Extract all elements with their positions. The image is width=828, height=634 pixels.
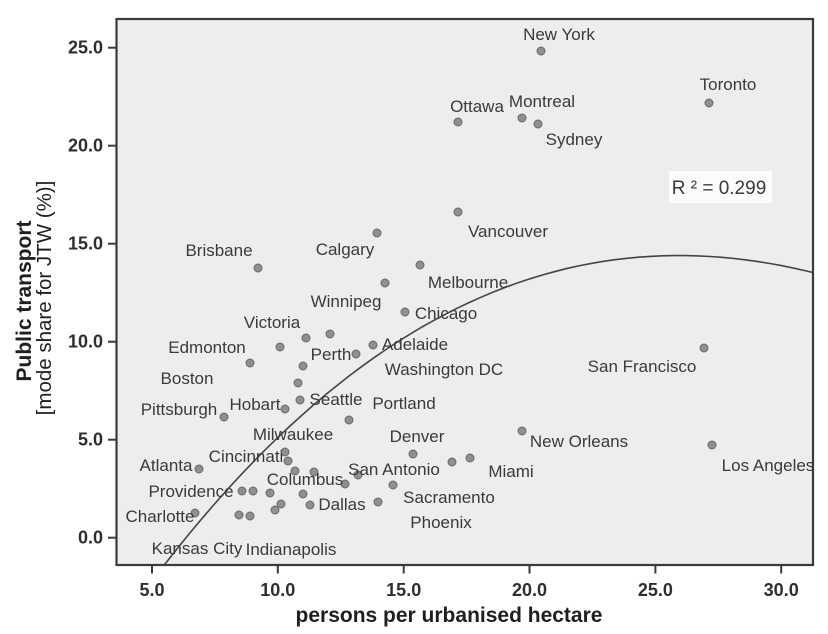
- svg-text:Cincinnati: Cincinnati: [209, 447, 284, 466]
- svg-text:[mode share for JTW (%)]: [mode share for JTW (%)]: [33, 181, 56, 416]
- svg-text:Phoenix: Phoenix: [410, 513, 472, 532]
- svg-text:New Orleans: New Orleans: [530, 432, 628, 451]
- svg-text:5.0: 5.0: [78, 430, 103, 450]
- svg-text:Sydney: Sydney: [546, 130, 603, 149]
- svg-text:Charlotte: Charlotte: [126, 507, 195, 526]
- svg-text:R ² = 0.299: R ² = 0.299: [672, 178, 767, 199]
- svg-text:Edmonton: Edmonton: [168, 338, 246, 357]
- svg-text:Columbus: Columbus: [267, 470, 344, 489]
- svg-text:Hobart: Hobart: [229, 395, 280, 414]
- svg-text:Portland: Portland: [372, 394, 435, 413]
- svg-text:Providence: Providence: [148, 482, 233, 501]
- svg-text:Indianapolis: Indianapolis: [246, 540, 337, 559]
- svg-text:20.0: 20.0: [68, 136, 103, 156]
- svg-text:Adelaide: Adelaide: [382, 335, 448, 354]
- svg-text:15.0: 15.0: [68, 234, 103, 254]
- svg-text:Brisbane: Brisbane: [185, 241, 252, 260]
- svg-text:Montreal: Montreal: [509, 92, 575, 111]
- svg-text:0.0: 0.0: [78, 528, 103, 548]
- svg-text:Melbourne: Melbourne: [428, 273, 508, 292]
- svg-text:Winnipeg: Winnipeg: [311, 292, 382, 311]
- svg-text:Pittsburgh: Pittsburgh: [141, 400, 218, 419]
- svg-text:Dallas: Dallas: [318, 495, 365, 514]
- svg-text:Victoria: Victoria: [244, 313, 301, 332]
- svg-text:Public transport: Public transport: [13, 220, 36, 381]
- svg-text:Calgary: Calgary: [316, 240, 375, 259]
- svg-text:Seattle: Seattle: [310, 390, 363, 409]
- svg-text:15.0: 15.0: [386, 580, 421, 600]
- svg-text:Milwaukee: Milwaukee: [253, 425, 333, 444]
- svg-text:Ottawa: Ottawa: [450, 97, 504, 116]
- svg-text:persons per urbanised hectare: persons per urbanised hectare: [296, 604, 603, 627]
- svg-text:Los Angeles: Los Angeles: [722, 456, 815, 475]
- svg-text:Sacramento: Sacramento: [403, 488, 495, 507]
- svg-text:Denver: Denver: [390, 427, 445, 446]
- svg-text:20.0: 20.0: [512, 580, 547, 600]
- svg-text:Perth: Perth: [311, 345, 352, 364]
- svg-text:10.0: 10.0: [260, 580, 295, 600]
- svg-text:San Francisco: San Francisco: [588, 357, 697, 376]
- svg-text:30.0: 30.0: [764, 580, 799, 600]
- svg-text:10.0: 10.0: [68, 332, 103, 352]
- svg-text:Atlanta: Atlanta: [140, 456, 193, 475]
- svg-text:25.0: 25.0: [638, 580, 673, 600]
- svg-text:Vancouver: Vancouver: [468, 222, 548, 241]
- svg-text:5.0: 5.0: [139, 580, 164, 600]
- svg-text:Miami: Miami: [488, 462, 533, 481]
- svg-text:Chicago: Chicago: [415, 304, 477, 323]
- svg-text:Toronto: Toronto: [700, 75, 757, 94]
- svg-text:Washington DC: Washington DC: [385, 360, 503, 379]
- svg-text:New York: New York: [523, 25, 595, 44]
- svg-text:Kansas City: Kansas City: [152, 539, 243, 558]
- svg-text:25.0: 25.0: [68, 38, 103, 58]
- svg-text:Boston: Boston: [161, 369, 214, 388]
- svg-text:San Antonio: San Antonio: [348, 460, 440, 479]
